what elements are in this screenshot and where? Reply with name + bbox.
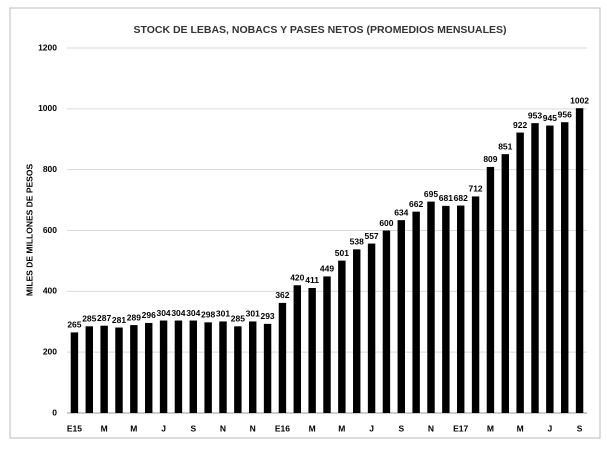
value-label: 298 — [201, 310, 215, 320]
value-label: 296 — [142, 310, 156, 320]
bar — [323, 276, 331, 413]
y-tick-label: 600 — [43, 225, 57, 235]
x-tick-label: N — [250, 423, 256, 433]
value-label: 695 — [424, 189, 438, 199]
bar — [278, 302, 287, 413]
bar — [174, 320, 183, 413]
bar — [412, 211, 420, 413]
bar — [486, 166, 495, 413]
value-label: 557 — [364, 231, 378, 241]
value-label: 362 — [275, 290, 289, 300]
x-tick-label: E16 — [275, 423, 290, 433]
value-label: 285 — [231, 314, 245, 324]
value-label: 289 — [127, 312, 141, 322]
bar — [442, 205, 450, 413]
value-label: 287 — [97, 313, 111, 323]
value-label: 851 — [498, 141, 512, 151]
value-label: 265 — [67, 320, 81, 330]
y-tick-label: 800 — [43, 164, 57, 174]
value-label: 682 — [454, 193, 468, 203]
x-tick-label: M — [517, 423, 524, 433]
value-label: 956 — [558, 109, 572, 119]
bar — [70, 332, 79, 413]
value-label: 301 — [246, 309, 260, 319]
x-tick-label: S — [398, 423, 404, 433]
bar — [338, 260, 346, 413]
value-label: 945 — [543, 113, 557, 123]
x-tick-label: J — [547, 423, 552, 433]
x-tick-label: J — [369, 423, 374, 433]
bar — [531, 123, 539, 414]
bar — [501, 154, 509, 413]
x-tick-label: S — [577, 423, 583, 433]
bar — [159, 320, 168, 413]
value-label: 281 — [112, 315, 126, 325]
bar — [457, 205, 465, 413]
bar — [471, 196, 480, 413]
bar — [115, 327, 123, 413]
y-tick-label: 1000 — [38, 103, 57, 113]
y-tick-label: 1200 — [38, 42, 57, 52]
x-tick-label: E17 — [453, 423, 468, 433]
value-label: 1002 — [570, 95, 589, 105]
bar — [308, 287, 316, 413]
bar — [249, 321, 257, 413]
value-label: 304 — [156, 308, 170, 318]
y-tick-label: 400 — [43, 286, 57, 296]
x-tick-label: J — [161, 423, 166, 433]
value-label: 293 — [260, 311, 274, 321]
bar — [575, 108, 584, 413]
bar — [263, 323, 272, 413]
x-tick-label: M — [338, 423, 345, 433]
x-tick-label: M — [101, 423, 108, 433]
chart-frame — [9, 7, 601, 439]
bar — [189, 320, 197, 413]
value-label: 304 — [171, 308, 185, 318]
y-tick-label: 0 — [52, 407, 57, 417]
bar — [367, 243, 376, 413]
value-label: 634 — [394, 207, 408, 217]
bar — [234, 326, 242, 413]
bar — [85, 326, 93, 413]
bar — [561, 122, 569, 413]
bar — [397, 220, 405, 413]
value-label: 538 — [350, 237, 364, 247]
value-label: 712 — [468, 184, 482, 194]
bar — [382, 230, 391, 413]
chart-title: STOCK DE LEBAS, NOBACS Y PASES NETOS (PR… — [133, 24, 506, 36]
value-label: 922 — [513, 120, 527, 130]
bar — [293, 285, 301, 413]
bar — [219, 321, 227, 413]
y-axis-label: MILES DE MILLONES DE PESOS — [24, 164, 34, 297]
y-tick-label: 200 — [43, 346, 57, 356]
value-label: 449 — [320, 264, 334, 274]
value-label: 420 — [290, 273, 304, 283]
value-label: 501 — [335, 248, 349, 258]
bar — [145, 322, 153, 413]
value-label: 953 — [528, 110, 542, 120]
bar — [100, 325, 108, 413]
value-label: 681 — [439, 193, 453, 203]
value-label: 662 — [409, 199, 423, 209]
value-label: 301 — [216, 309, 230, 319]
x-tick-label: M — [309, 423, 316, 433]
value-label: 304 — [186, 308, 200, 318]
value-label: 285 — [82, 314, 96, 324]
x-tick-label: M — [487, 423, 494, 433]
x-tick-label: E15 — [67, 423, 82, 433]
bar — [353, 249, 361, 413]
x-tick-label: N — [428, 423, 434, 433]
x-tick-label: N — [220, 423, 226, 433]
x-tick-label: S — [190, 423, 196, 433]
bar — [546, 125, 554, 413]
bar — [427, 201, 435, 413]
bar — [204, 322, 212, 413]
value-label: 600 — [379, 218, 393, 228]
bar — [516, 132, 524, 413]
x-tick-label: M — [130, 423, 137, 433]
bar — [130, 325, 138, 413]
value-label: 809 — [483, 154, 497, 164]
value-label: 411 — [305, 275, 319, 285]
